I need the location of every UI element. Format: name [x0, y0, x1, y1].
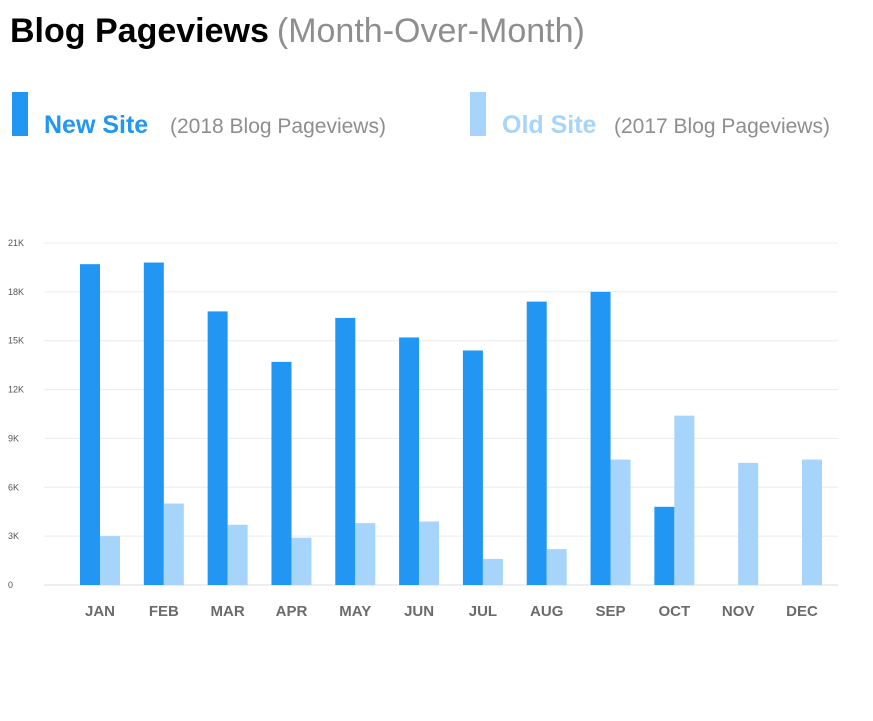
bar-old-site-feb	[163, 503, 184, 585]
chart-subtitle: (Month-Over-Month)	[276, 12, 585, 50]
legend-desc-new-site: (2018 Blog Pageviews)	[170, 115, 386, 138]
bar-old-site-may	[355, 523, 376, 585]
bar-old-site-mar	[227, 524, 248, 585]
bar-old-site-sep	[610, 459, 631, 585]
bar-old-site-jan	[100, 536, 120, 585]
y-tick-label: 12K	[8, 385, 24, 395]
bar-new-site-oct	[654, 506, 675, 585]
bar-old-site-dec	[802, 459, 822, 585]
bar-old-site-nov	[738, 462, 759, 585]
y-tick-label: 3K	[8, 531, 19, 541]
bar-new-site-mar	[207, 311, 228, 585]
legend-name-new-site: New Site	[44, 111, 149, 139]
bar-old-site-jun	[419, 521, 440, 585]
bar-new-site-apr	[271, 361, 292, 585]
x-tick-label: APR	[276, 603, 308, 620]
x-tick-label: FEB	[149, 603, 179, 620]
x-tick-label: JAN	[85, 603, 115, 620]
x-tick-label: NOV	[722, 603, 755, 620]
legend-swatch-new-site	[12, 92, 28, 136]
bar-new-site-jul	[462, 350, 483, 585]
bar-new-site-feb	[143, 262, 164, 585]
x-tick-label: MAR	[211, 603, 245, 620]
bar-old-site-aug	[546, 549, 567, 585]
x-tick-label: DEC	[786, 603, 818, 620]
bar-new-site-jan	[80, 264, 100, 585]
bar-old-site-jul	[482, 558, 503, 585]
bar-new-site-may	[335, 317, 356, 585]
y-tick-label: 9K	[8, 433, 19, 443]
bar-new-site-jun	[399, 337, 420, 585]
x-tick-label: JUL	[469, 603, 497, 620]
y-tick-label: 6K	[8, 482, 19, 492]
y-tick-label: 0	[8, 580, 13, 590]
chart-title: Blog Pageviews	[10, 12, 269, 50]
chart-title-row: Blog Pageviews (Month-Over-Month)	[10, 12, 585, 51]
bar-old-site-oct	[674, 415, 695, 585]
bar-old-site-apr	[291, 537, 312, 585]
legend-swatch-old-site	[470, 92, 486, 136]
x-tick-label: OCT	[659, 603, 691, 620]
legend-desc-old-site: (2017 Blog Pageviews)	[614, 115, 830, 138]
legend-name-old-site: Old Site	[502, 111, 597, 139]
x-tick-label: MAY	[339, 603, 371, 620]
y-tick-label: 21K	[8, 238, 24, 248]
y-tick-label: 15K	[8, 336, 24, 346]
y-tick-label: 18K	[8, 287, 24, 297]
bar-new-site-sep	[590, 291, 611, 585]
x-tick-label: JUN	[404, 603, 434, 620]
x-tick-label: AUG	[530, 603, 563, 620]
x-tick-label: SEP	[596, 603, 626, 620]
bar-new-site-aug	[526, 301, 547, 585]
